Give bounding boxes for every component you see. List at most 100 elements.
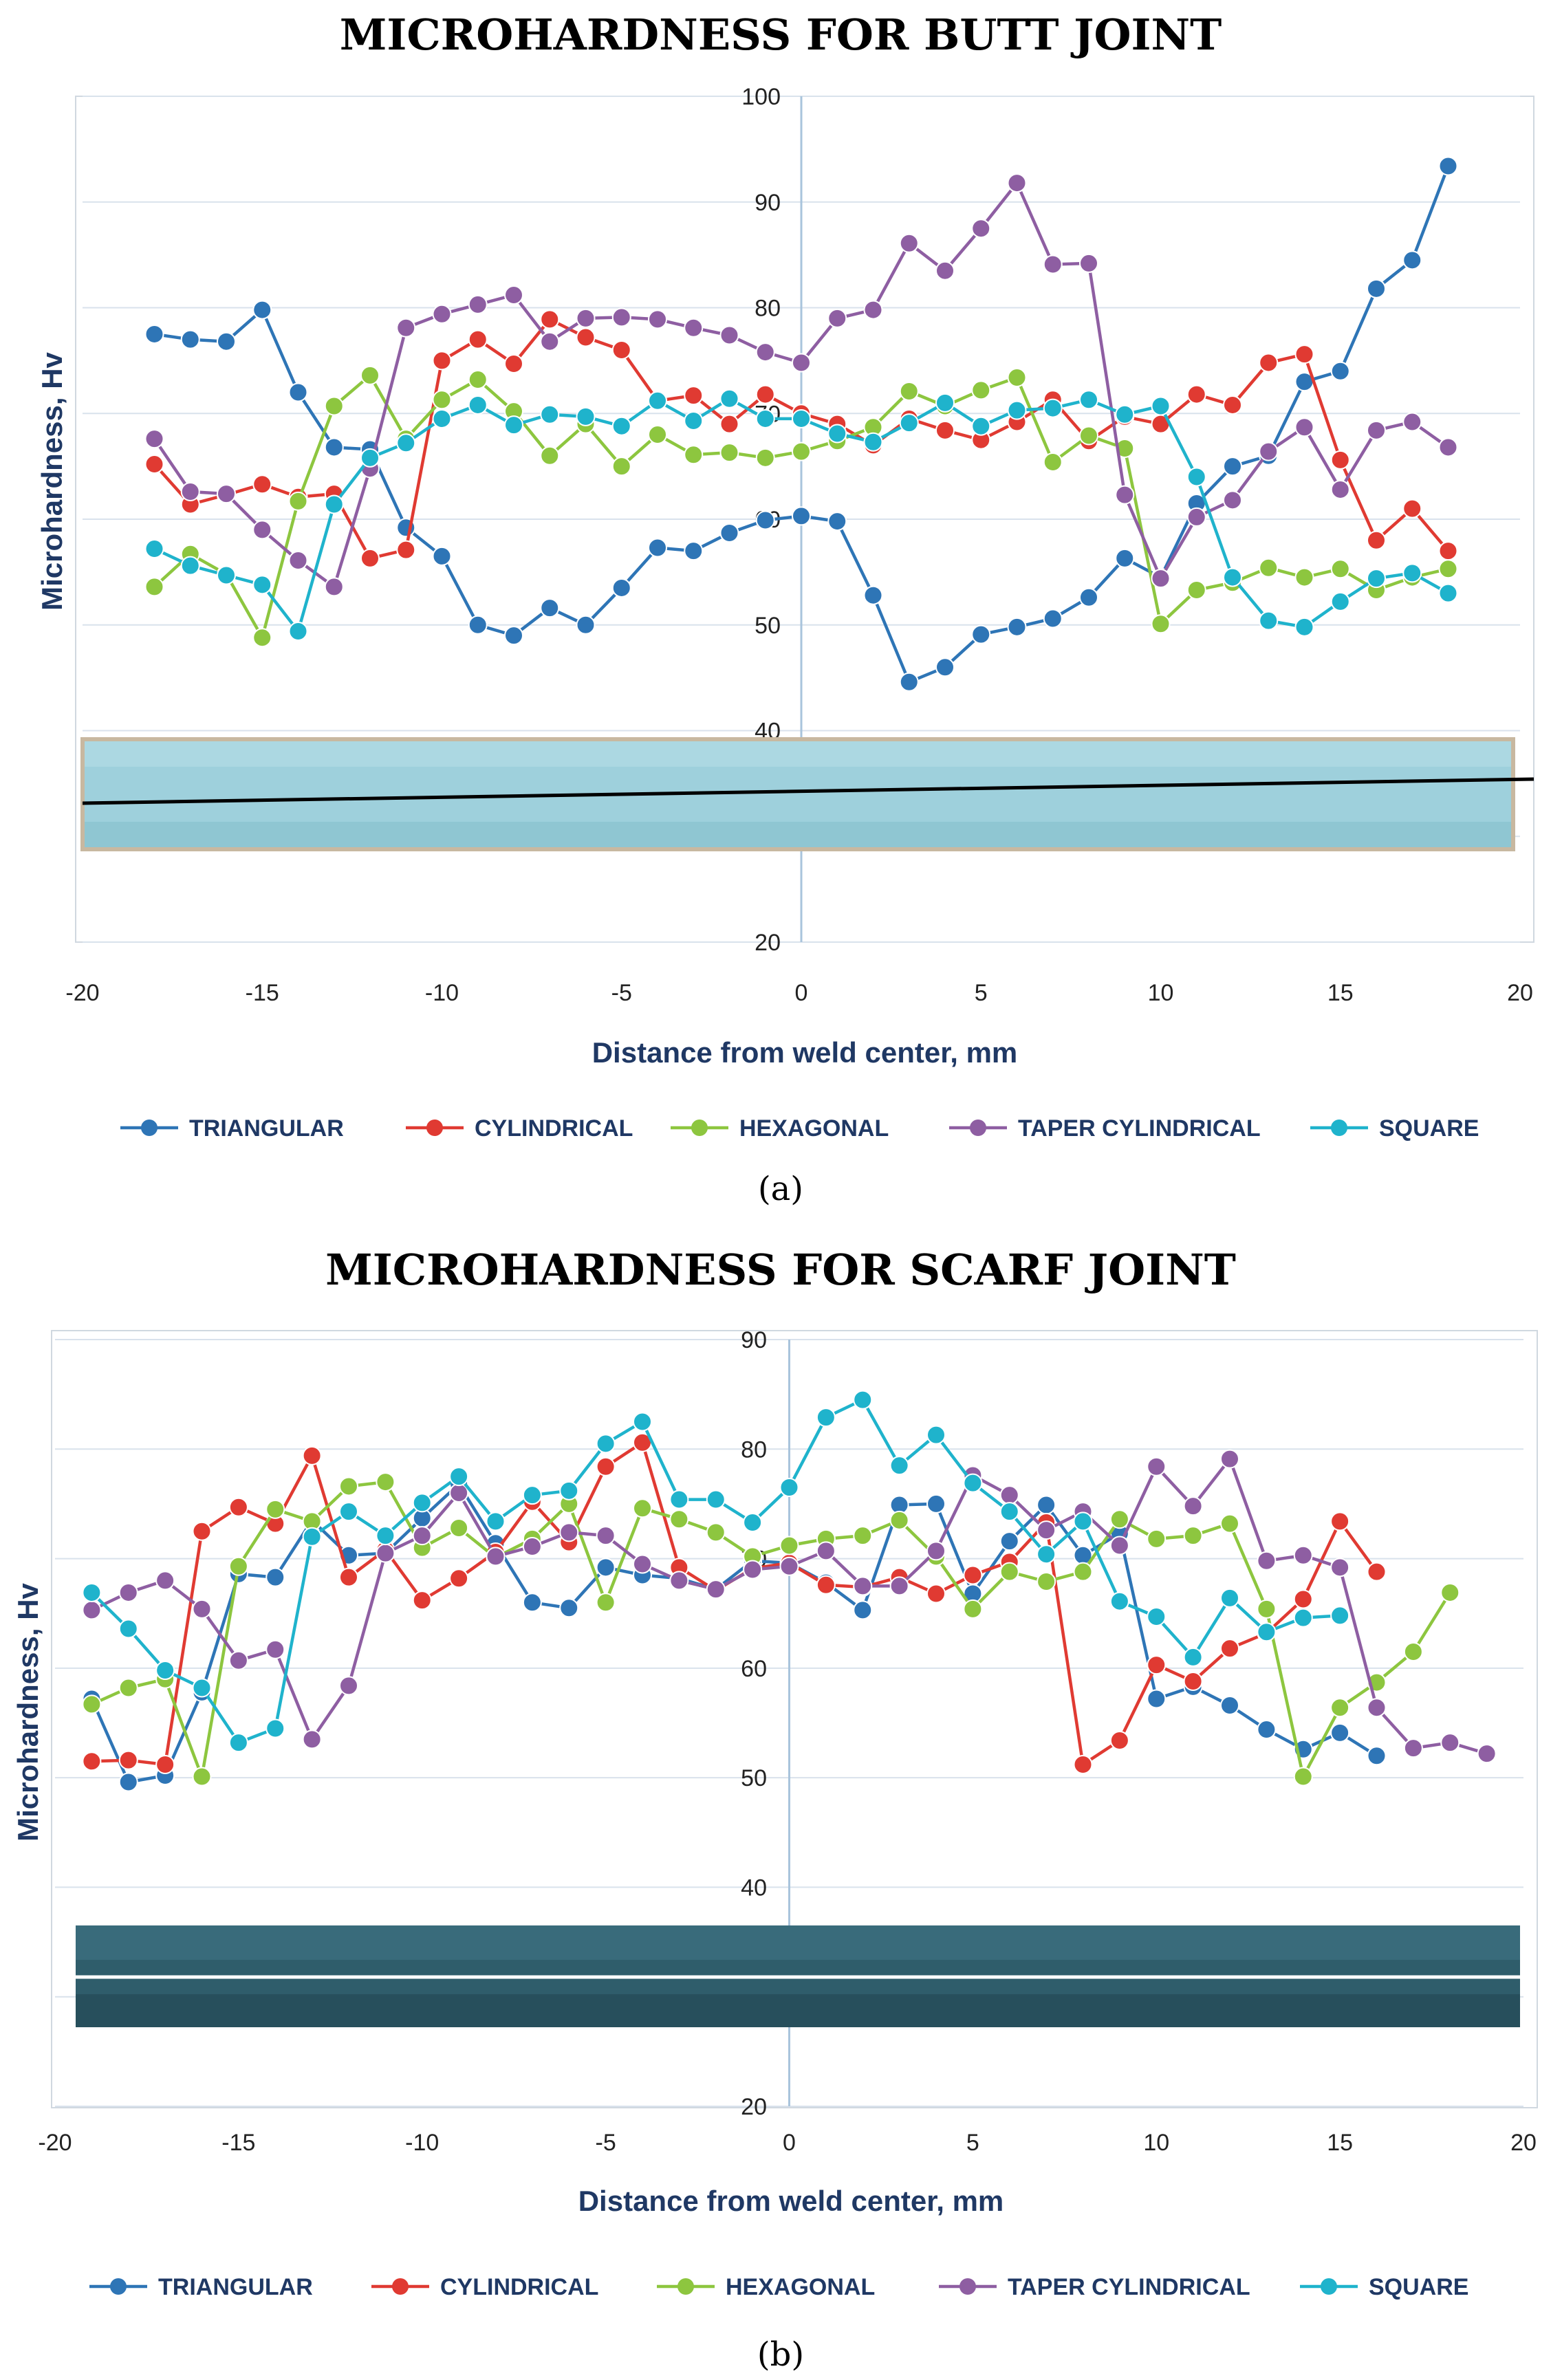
data-point xyxy=(1367,420,1386,440)
data-point xyxy=(935,657,955,677)
data-point xyxy=(522,1537,542,1557)
data-point xyxy=(827,424,847,444)
data-point xyxy=(1367,1698,1387,1718)
data-point xyxy=(899,672,919,692)
data-point xyxy=(1220,1449,1239,1469)
x-tick-label: -15 xyxy=(221,2130,255,2156)
data-point xyxy=(576,406,596,426)
data-point xyxy=(1293,1545,1313,1565)
data-point xyxy=(889,1576,909,1596)
data-point xyxy=(192,1521,212,1541)
data-point xyxy=(755,408,775,428)
data-point xyxy=(192,1767,212,1787)
data-point xyxy=(468,395,488,415)
data-point xyxy=(792,441,811,461)
x-tick-label: 10 xyxy=(1148,980,1174,1006)
data-point xyxy=(1438,437,1458,457)
data-point xyxy=(265,1567,285,1587)
x-tick-label: -10 xyxy=(425,980,459,1006)
data-point xyxy=(118,1772,138,1792)
data-point xyxy=(449,1518,469,1538)
data-point xyxy=(576,327,596,347)
data-point xyxy=(1073,1511,1093,1531)
data-point xyxy=(999,1485,1019,1505)
data-point xyxy=(963,1565,983,1585)
data-point xyxy=(1079,426,1098,446)
data-point xyxy=(935,261,955,281)
data-point xyxy=(540,331,560,351)
y-tick-label: 100 xyxy=(741,84,781,110)
data-point xyxy=(1438,541,1458,561)
data-point xyxy=(339,1476,358,1496)
data-point xyxy=(863,300,883,320)
legend-label: SQUARE xyxy=(1379,1115,1479,1142)
scarf-joint-specimen-photo xyxy=(76,1925,1520,2027)
data-point xyxy=(1330,559,1350,579)
data-point xyxy=(1073,1755,1093,1775)
legend-label: HEXAGONAL xyxy=(739,1115,889,1142)
data-point xyxy=(1330,361,1350,381)
data-point xyxy=(217,484,236,504)
data-point xyxy=(540,598,560,618)
data-point xyxy=(596,1593,616,1613)
data-point xyxy=(1147,1529,1167,1549)
data-point xyxy=(1257,1622,1277,1642)
data-point xyxy=(1402,412,1422,432)
data-point xyxy=(118,1582,138,1602)
data-point xyxy=(1183,1496,1203,1516)
data-point xyxy=(853,1390,873,1410)
y-tick-label: 20 xyxy=(741,2094,767,2120)
data-point xyxy=(611,307,631,327)
chart-b-y-axis-label: Microhardness, Hv xyxy=(12,1582,44,1841)
data-point xyxy=(719,523,739,543)
chart-a-legend: TRIANGULAR CYLINDRICAL HEXAGONAL TAPER CYLI… xyxy=(120,1115,1479,1142)
data-point xyxy=(971,219,991,239)
data-point xyxy=(853,1526,873,1546)
data-point xyxy=(192,1678,212,1698)
data-point xyxy=(252,628,272,648)
legend-marker xyxy=(1331,1120,1347,1136)
data-point xyxy=(252,520,272,540)
data-point xyxy=(559,1522,579,1542)
data-point xyxy=(611,340,631,360)
data-point xyxy=(926,1584,946,1604)
data-point xyxy=(412,1591,432,1611)
data-point xyxy=(1259,441,1279,461)
data-point xyxy=(360,548,380,568)
data-point xyxy=(288,621,308,641)
data-point xyxy=(118,1750,138,1770)
data-point xyxy=(743,1513,763,1533)
data-point xyxy=(633,1554,652,1574)
data-point xyxy=(719,443,739,463)
data-point xyxy=(926,1425,946,1445)
data-point xyxy=(899,381,919,401)
data-point xyxy=(1183,1671,1203,1691)
data-point xyxy=(504,285,523,305)
chart-a-series xyxy=(144,156,1458,692)
x-tick-label: 5 xyxy=(975,980,988,1006)
data-point xyxy=(719,325,739,345)
x-tick-label: 10 xyxy=(1143,2130,1169,2156)
data-point xyxy=(1223,490,1242,510)
data-point xyxy=(596,1558,616,1577)
data-point xyxy=(706,1522,726,1542)
data-point xyxy=(1220,1588,1239,1608)
data-point xyxy=(816,1575,836,1595)
data-point xyxy=(324,437,344,457)
legend-marker xyxy=(691,1120,708,1136)
x-tick-label: 15 xyxy=(1327,2130,1353,2156)
data-point xyxy=(1037,1572,1056,1592)
chart-a-caption: (a) xyxy=(758,1170,803,1208)
data-point xyxy=(396,318,416,338)
data-point xyxy=(963,1473,983,1493)
data-point xyxy=(468,294,488,314)
data-point xyxy=(1293,1589,1313,1609)
data-point xyxy=(755,342,775,362)
chart-a-title: MICROHARDNESS FOR BUTT JOINT xyxy=(340,10,1222,60)
data-point xyxy=(926,1494,946,1514)
data-point xyxy=(1007,367,1027,387)
data-point xyxy=(706,1580,726,1600)
data-point xyxy=(1330,450,1350,470)
